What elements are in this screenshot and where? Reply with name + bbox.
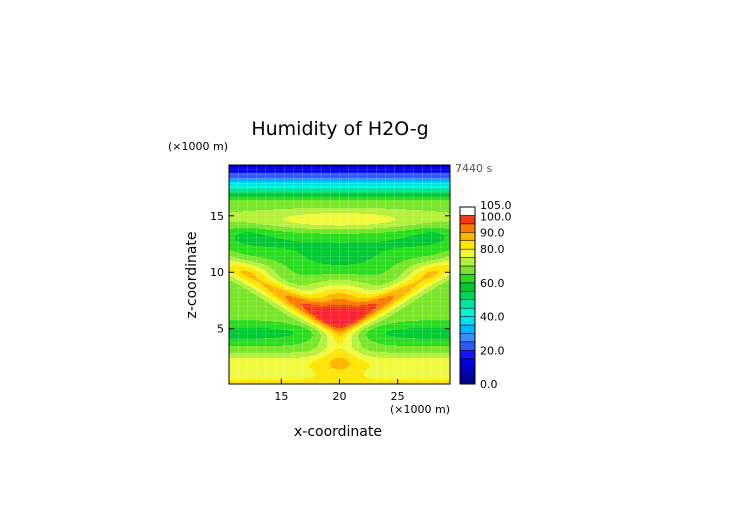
chart-title: Humidity of H2O-g: [251, 118, 428, 140]
y-unit-label: (×1000 m): [168, 140, 228, 153]
time-label: 7440 s: [455, 162, 492, 175]
